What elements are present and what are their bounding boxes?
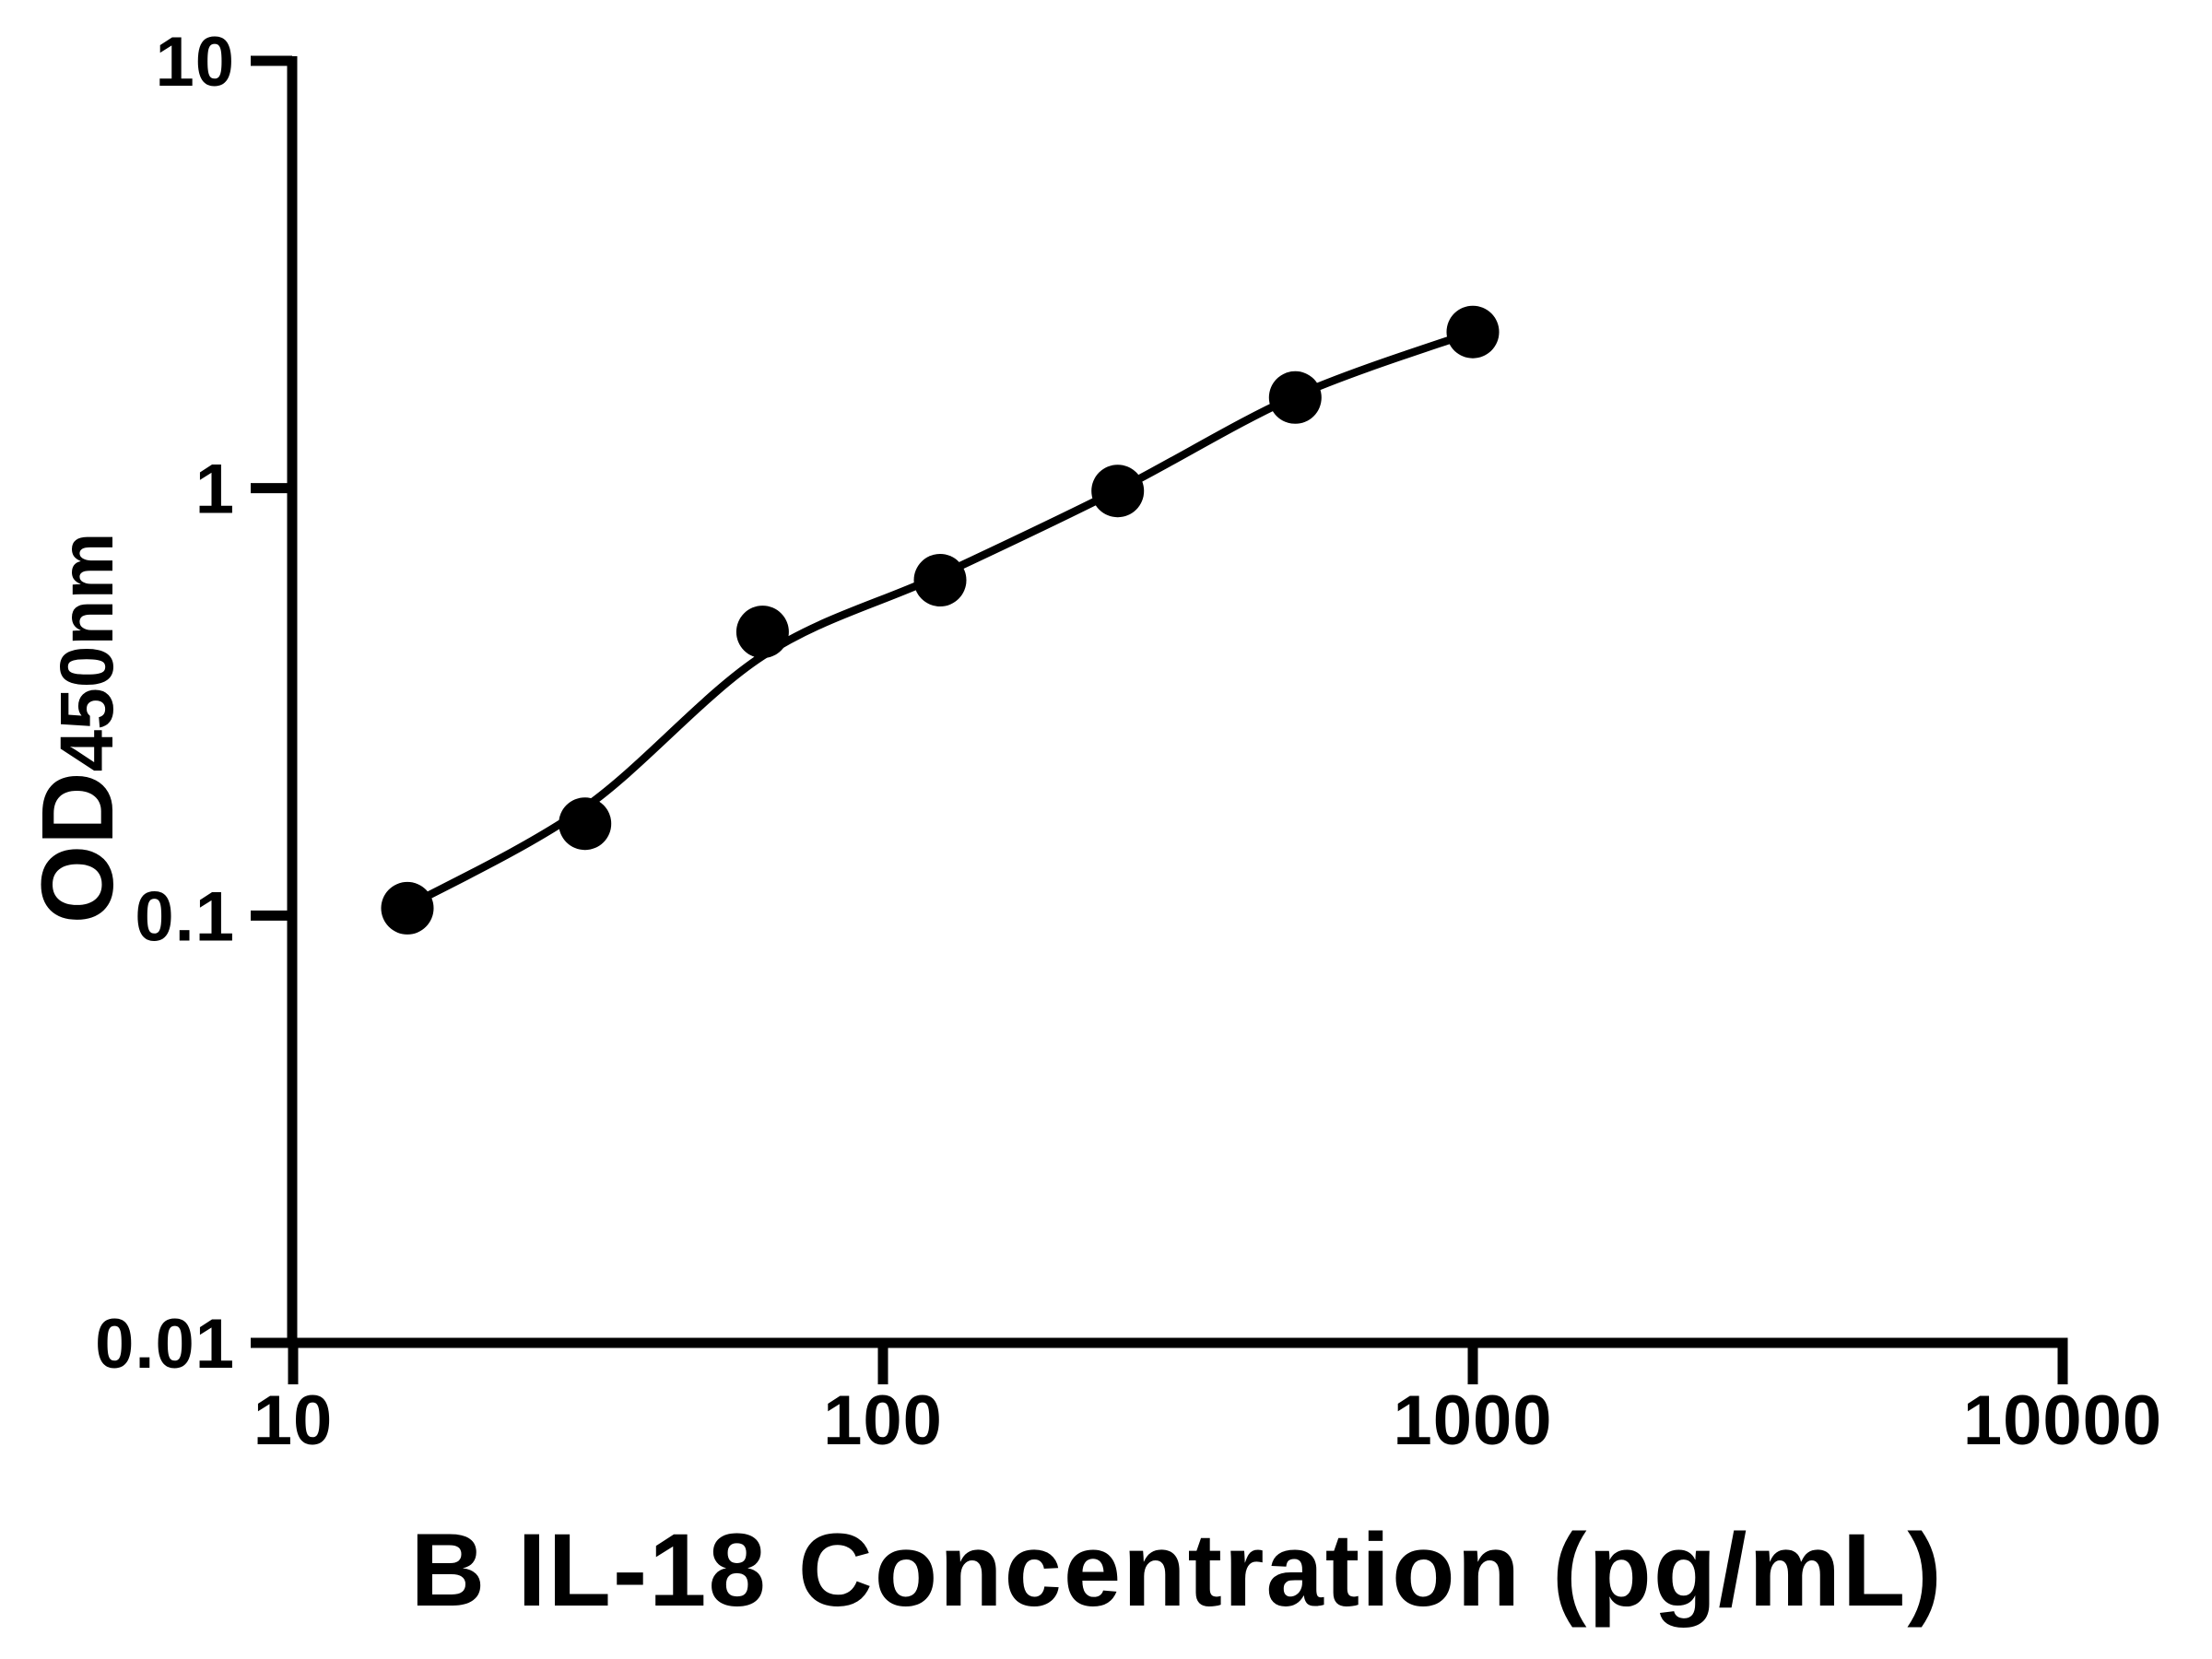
y-axis-tick-labels: 10 1 0.1 0.01 bbox=[95, 23, 235, 1383]
data-point-marker bbox=[559, 797, 612, 851]
y-axis-title: OD450nm bbox=[21, 533, 135, 924]
y-tick-label: 0.1 bbox=[135, 877, 235, 956]
y-tick-label: 0.01 bbox=[95, 1305, 235, 1383]
y-axis-title-main: OD bbox=[21, 771, 135, 924]
data-point-marker bbox=[913, 554, 967, 606]
x-axis-title: B IL-18 Concentration (pg/mL) bbox=[410, 1512, 1943, 1628]
data-point-marker bbox=[735, 606, 789, 659]
data-point-marker bbox=[1446, 305, 1500, 359]
x-tick-label: 10000 bbox=[1963, 1382, 2162, 1460]
data-point-marker bbox=[1091, 465, 1145, 518]
x-tick-label: 10 bbox=[253, 1382, 334, 1460]
scatter-series bbox=[381, 305, 1500, 935]
data-point-marker bbox=[1268, 371, 1322, 424]
y-axis-ticks bbox=[251, 55, 292, 1348]
y-tick-label: 10 bbox=[155, 23, 235, 101]
y-axis-title-subscript: 450nm bbox=[45, 533, 129, 772]
data-point-marker bbox=[381, 881, 434, 935]
x-axis-ticks bbox=[288, 1343, 2068, 1384]
x-axis-tick-labels: 10 100 1000 10000 bbox=[253, 1382, 2162, 1460]
x-tick-label: 1000 bbox=[1393, 1382, 1552, 1460]
x-tick-label: 100 bbox=[823, 1382, 943, 1460]
y-tick-label: 1 bbox=[195, 451, 235, 529]
axis-lines bbox=[287, 55, 2068, 1348]
